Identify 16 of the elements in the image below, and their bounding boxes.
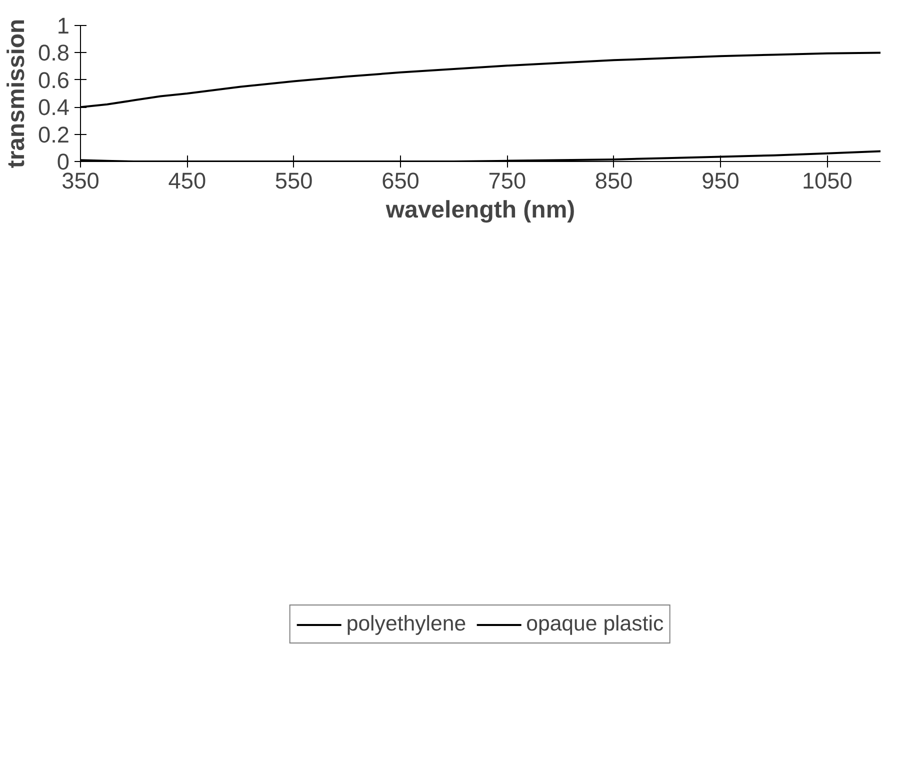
x-tick-label: 750 (488, 168, 526, 194)
y-tick-label: 0.6 (38, 66, 70, 93)
y-tick-label: 1 (56, 12, 70, 38)
x-tick-label: 550 (274, 168, 313, 194)
y-tick-label: 0.4 (38, 94, 70, 120)
x-tick-label: 450 (168, 168, 206, 194)
legend-label: polyethylene (346, 612, 466, 637)
y-axis-title: transmission (3, 18, 30, 168)
x-tick-label: 850 (594, 168, 633, 194)
y-tick-label: 0.2 (38, 121, 70, 148)
x-axis-title: wavelength (nm) (384, 196, 576, 224)
x-tick-label: 650 (382, 168, 420, 194)
y-tick-label: 0.8 (38, 40, 70, 66)
x-tick-label: 950 (702, 168, 740, 194)
x-tick-label: 1050 (802, 168, 852, 194)
legend-label: opaque plastic (526, 612, 664, 637)
